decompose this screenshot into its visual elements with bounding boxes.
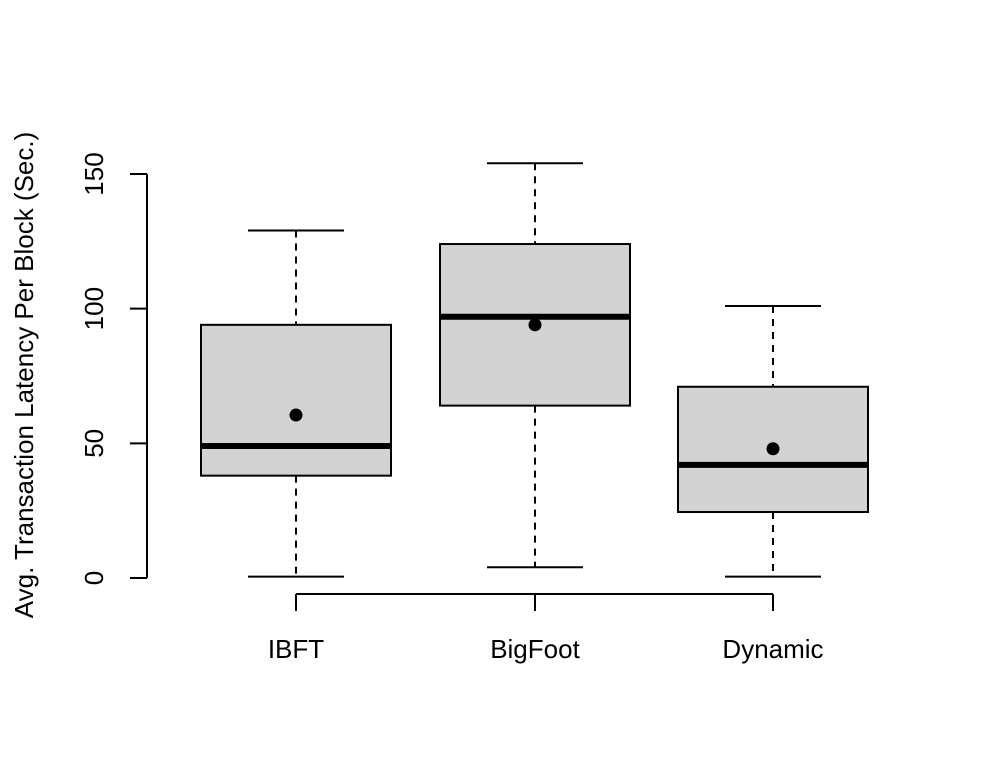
x-tick-label: IBFT: [268, 634, 324, 664]
y-axis: 0 50 100 150: [79, 152, 148, 585]
iqr-box: [677, 385, 869, 514]
box-ibft: [200, 229, 392, 578]
y-tick-label: 0: [79, 571, 109, 585]
mean-point: [289, 408, 303, 422]
x-axis: IBFT BigFoot Dynamic: [268, 593, 824, 664]
box-bigfoot: [439, 162, 631, 569]
iqr-box: [200, 323, 392, 477]
y-tick-label: 100: [79, 287, 109, 330]
box-dynamic: [677, 304, 869, 578]
y-axis-title: Avg. Transaction Latency Per Block (Sec.…: [9, 132, 39, 619]
mean-point: [766, 442, 780, 456]
boxes: [200, 162, 869, 578]
mean-point: [528, 318, 542, 332]
x-tick-label: BigFoot: [490, 634, 580, 664]
x-tick-label: Dynamic: [722, 634, 823, 664]
y-tick-label: 50: [79, 429, 109, 458]
y-tick-label: 150: [79, 152, 109, 195]
